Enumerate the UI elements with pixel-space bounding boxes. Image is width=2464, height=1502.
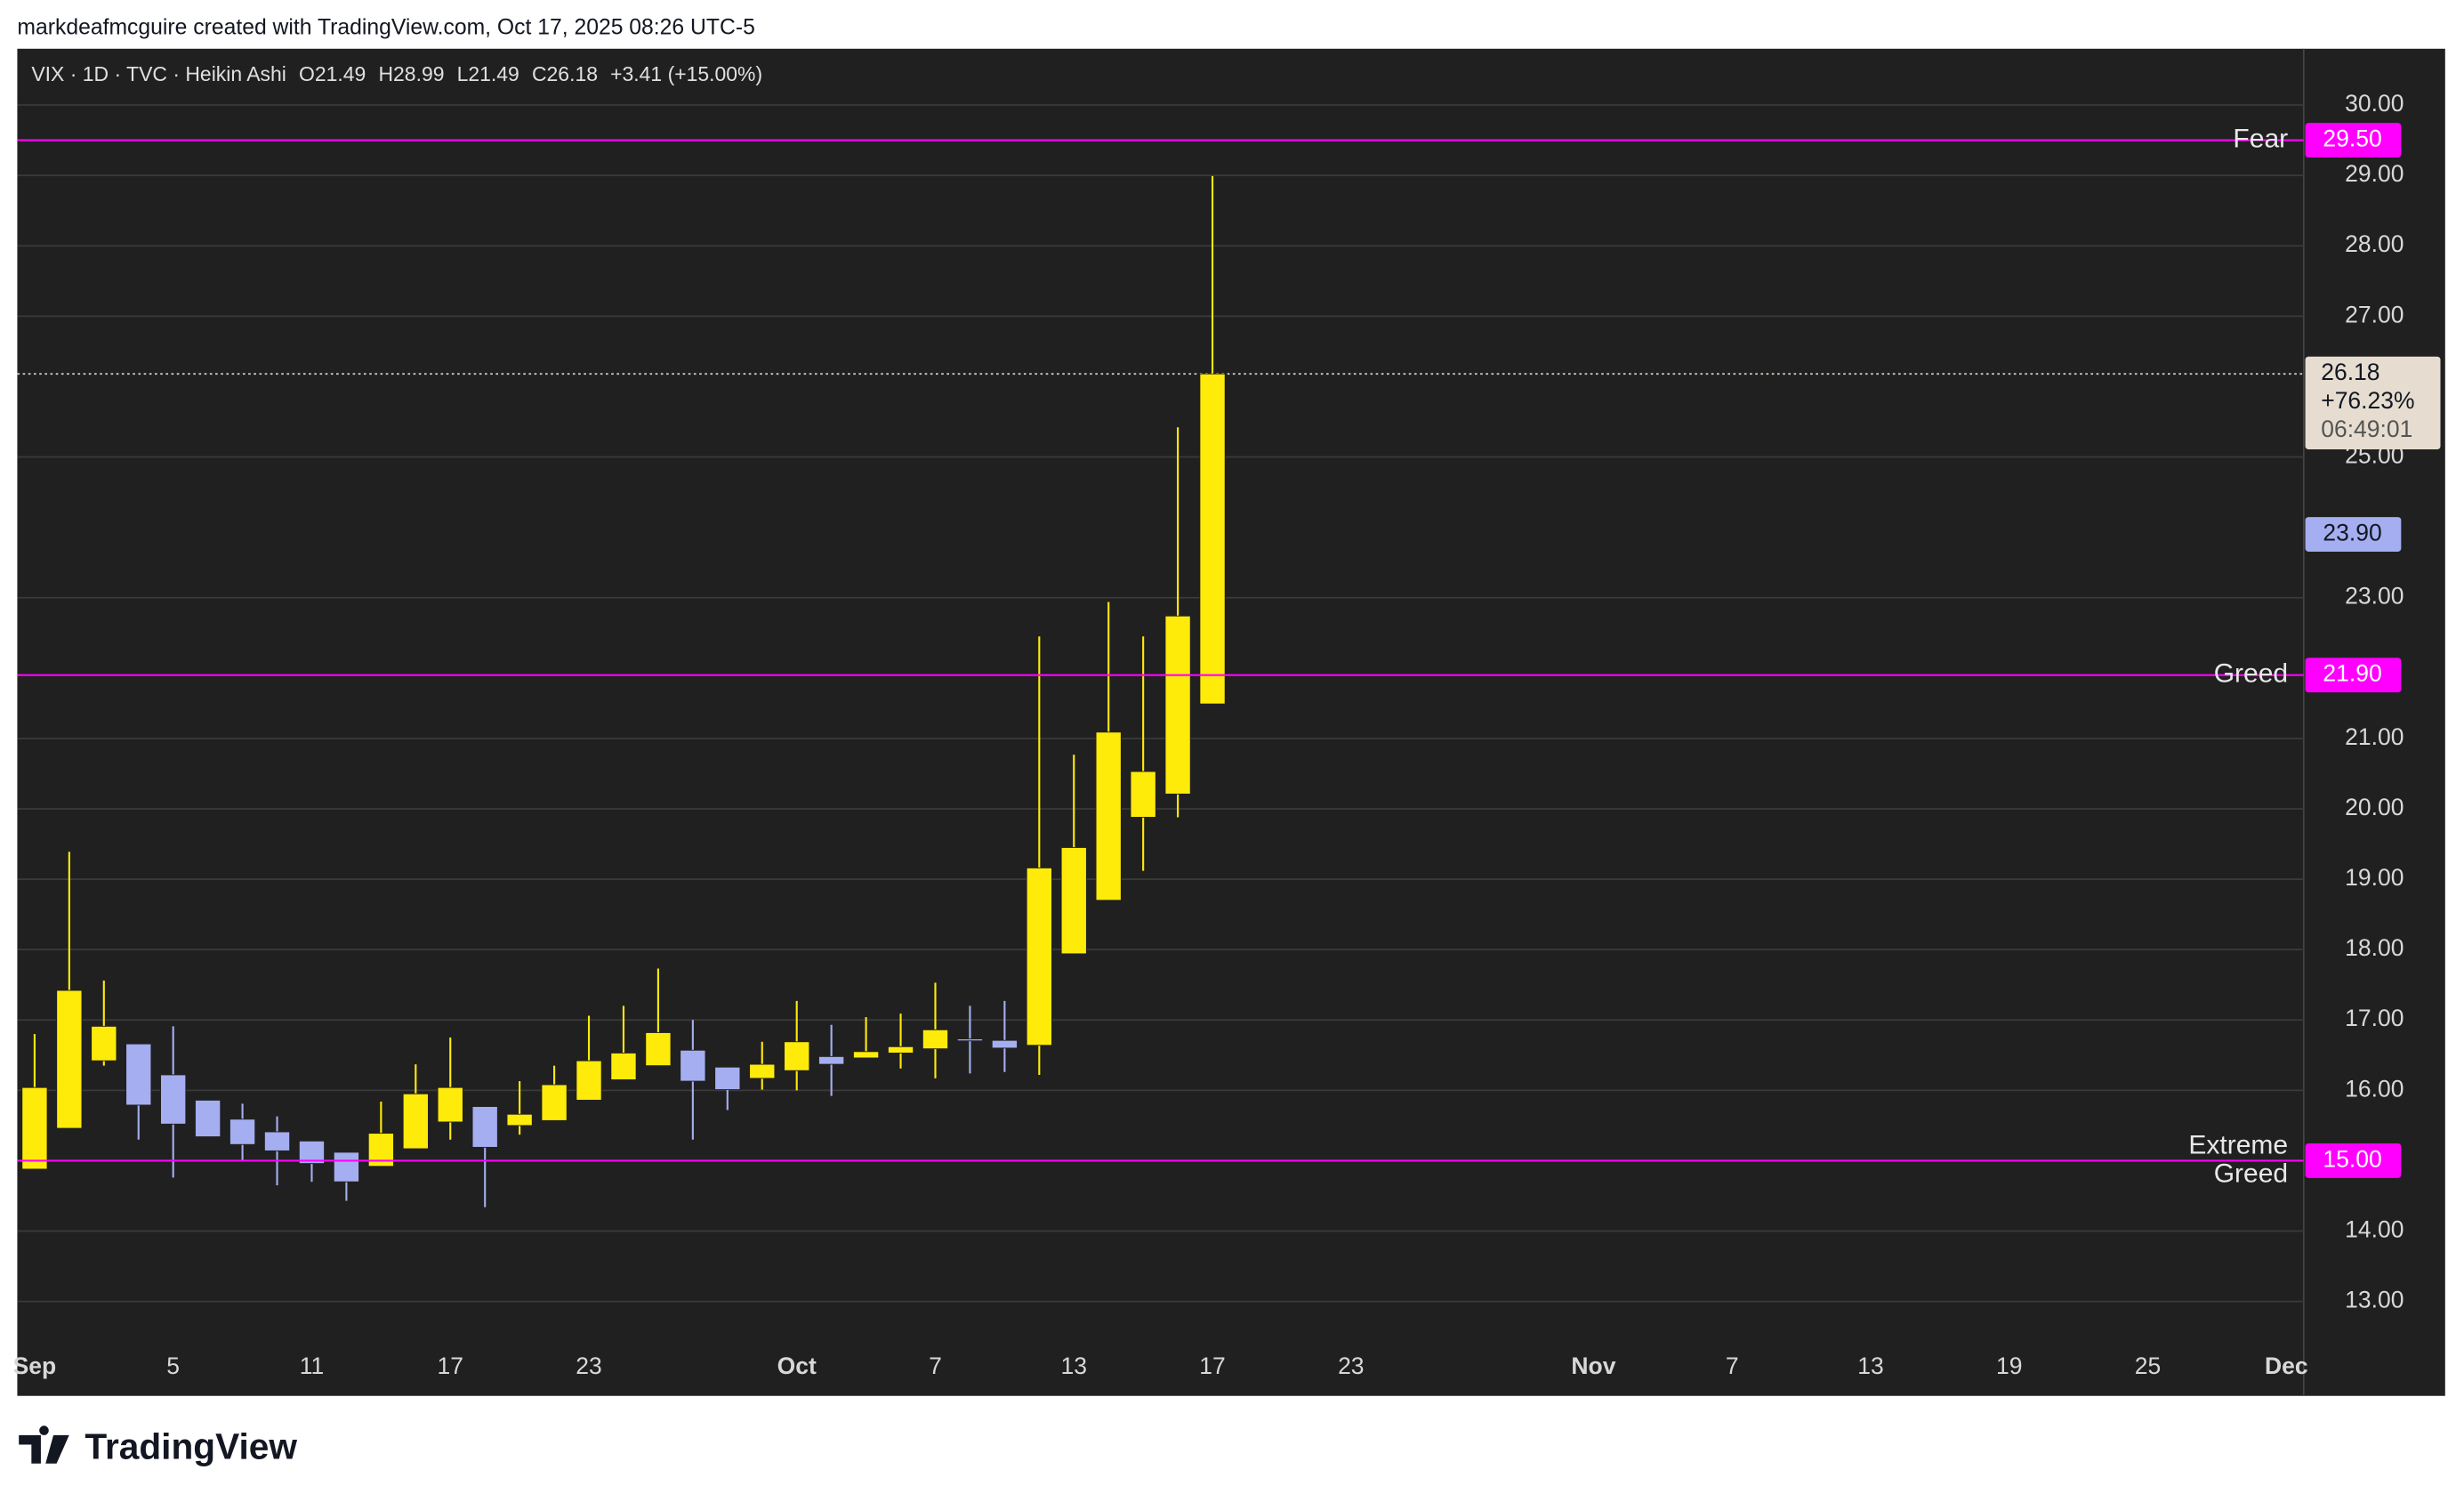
candle-body [21, 1086, 48, 1170]
marker-price-label: 23.90 [2323, 520, 2381, 546]
y-tick-label: 30.00 [2345, 90, 2404, 117]
y-tick-label: 21.00 [2345, 723, 2404, 750]
level-price-label: 21.90 [2323, 660, 2381, 687]
y-tick-label: 16.00 [2345, 1075, 2404, 1102]
candle-body [853, 1051, 880, 1059]
x-tick-label: 7 [929, 1353, 942, 1379]
x-tick-label: Dec [2265, 1353, 2308, 1379]
level-name: Fear [2233, 125, 2288, 154]
candle-body [1095, 731, 1122, 901]
candle-body [784, 1041, 810, 1071]
y-tick-label: 18.00 [2345, 934, 2404, 961]
candle-body [263, 1131, 291, 1151]
candle-body [541, 1084, 568, 1121]
candle-body [956, 1038, 983, 1042]
candle-body [160, 1074, 187, 1125]
candle-body [229, 1118, 256, 1145]
candle-body [195, 1099, 221, 1137]
candle-body [645, 1032, 672, 1067]
y-tick-label: 28.00 [2345, 230, 2404, 257]
level-price-tag [2305, 123, 2402, 158]
last-price-tag [2305, 356, 2441, 449]
ohlc-item: +3.41 (+15.00%) [610, 62, 762, 85]
candle-body [56, 989, 83, 1129]
last-price-label: 26.18 [2321, 359, 2379, 385]
x-tick-label: Sep [13, 1353, 57, 1379]
y-tick-label: 29.00 [2345, 160, 2404, 187]
x-tick-label: 7 [1726, 1353, 1739, 1379]
y-tick-label: 17.00 [2345, 1005, 2404, 1031]
y-tick-label: 13.00 [2345, 1287, 2404, 1313]
brand: TradingView [85, 1426, 297, 1467]
level-name: Greed [2214, 1159, 2288, 1188]
brand-mark [19, 1425, 69, 1464]
y-tick-label: 20.00 [2345, 794, 2404, 820]
x-tick-label: 13 [1857, 1353, 1883, 1379]
level-price-tag [2305, 658, 2402, 693]
candle-body [506, 1113, 533, 1126]
y-tick-label: 19.00 [2345, 864, 2404, 891]
x-tick-label: 19 [1996, 1353, 2022, 1379]
x-tick-label: 23 [1338, 1353, 1364, 1379]
candle-body [887, 1046, 914, 1054]
level-price-tag [2305, 1143, 2402, 1178]
x-tick-label: 11 [300, 1353, 325, 1379]
candle-body [333, 1151, 359, 1183]
candle-body [749, 1063, 776, 1079]
candle-body [91, 1025, 117, 1062]
candle-body [1060, 847, 1087, 955]
candle-body [402, 1093, 429, 1150]
x-tick-label: Oct [777, 1353, 817, 1379]
x-tick-label: Nov [1571, 1353, 1615, 1379]
y-tick-label: 14.00 [2345, 1216, 2404, 1243]
x-tick-label: 23 [576, 1353, 601, 1379]
marker-price-tag [2305, 517, 2402, 552]
candle-body [818, 1055, 845, 1065]
x-tick-label: 25 [2135, 1353, 2161, 1379]
plot-area [17, 104, 2304, 1303]
attribution: markdeafmcguire created with TradingView… [17, 15, 754, 39]
candle-body [125, 1043, 152, 1106]
x-tick-label: 5 [166, 1353, 180, 1379]
ohlc-item: C26.18 [532, 62, 598, 85]
candle-body [437, 1086, 463, 1123]
brand-logo [19, 1425, 69, 1464]
candle-body [922, 1029, 949, 1050]
chart-panel [17, 48, 2445, 1396]
last-price-countdown: 06:49:01 [2321, 416, 2412, 442]
symbol: VIX · 1D · TVC · Heikin Ashi [31, 62, 286, 85]
candle-body [1026, 867, 1052, 1046]
level-name: Extreme [2188, 1130, 2288, 1159]
candle-body [714, 1066, 741, 1090]
level-name: Greed [2214, 659, 2288, 689]
candle-body [610, 1052, 637, 1080]
x-tick-label: 13 [1061, 1353, 1087, 1379]
candle-body [680, 1049, 706, 1082]
x-tick-label: 17 [1199, 1353, 1225, 1379]
y-tick-label: 27.00 [2345, 301, 2404, 327]
level-price-label: 15.00 [2323, 1145, 2381, 1172]
candle-body [1130, 771, 1156, 818]
last-price-change: +76.23% [2321, 387, 2414, 414]
candle-body [1164, 615, 1191, 795]
ohlc-item: L21.49 [457, 62, 519, 85]
candle-body [471, 1106, 498, 1148]
ohlc-item: H28.99 [378, 62, 444, 85]
candle-body [1199, 373, 1226, 705]
ohlc-item: O21.49 [299, 62, 366, 85]
level-price-label: 29.50 [2323, 125, 2381, 152]
candle-body [991, 1039, 1018, 1049]
candle-body [576, 1060, 602, 1101]
x-tick-label: 17 [438, 1353, 463, 1379]
y-tick-label: 23.00 [2345, 583, 2404, 610]
